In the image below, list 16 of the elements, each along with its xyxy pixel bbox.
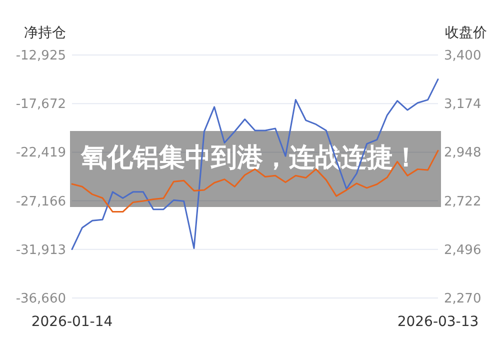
- y-tick-label: -27,166: [16, 194, 66, 210]
- y2-tick-label: 2,270: [444, 292, 482, 306]
- x-tick-label: 2026-01-14: [31, 314, 113, 330]
- y2-axis-title: 收盘价: [445, 25, 487, 41]
- y-tick-label: -12,925: [16, 48, 66, 64]
- y2-tick-label: 3,400: [444, 48, 482, 64]
- y2-tick-label: 2,722: [444, 194, 482, 210]
- y-tick-label: -36,660: [16, 292, 66, 306]
- x-tick-label: 2026-03-13: [397, 314, 479, 330]
- y2-tick-label: 2,948: [444, 146, 482, 161]
- y-tick-label: -31,913: [16, 242, 66, 258]
- y2-tick-label: 2,496: [444, 242, 482, 258]
- y2-tick-label: 3,174: [444, 97, 482, 112]
- y-tick-label: -17,672: [16, 97, 66, 112]
- y-tick-label: -22,419: [16, 146, 66, 161]
- y-axis-title: 净持仓: [24, 25, 66, 41]
